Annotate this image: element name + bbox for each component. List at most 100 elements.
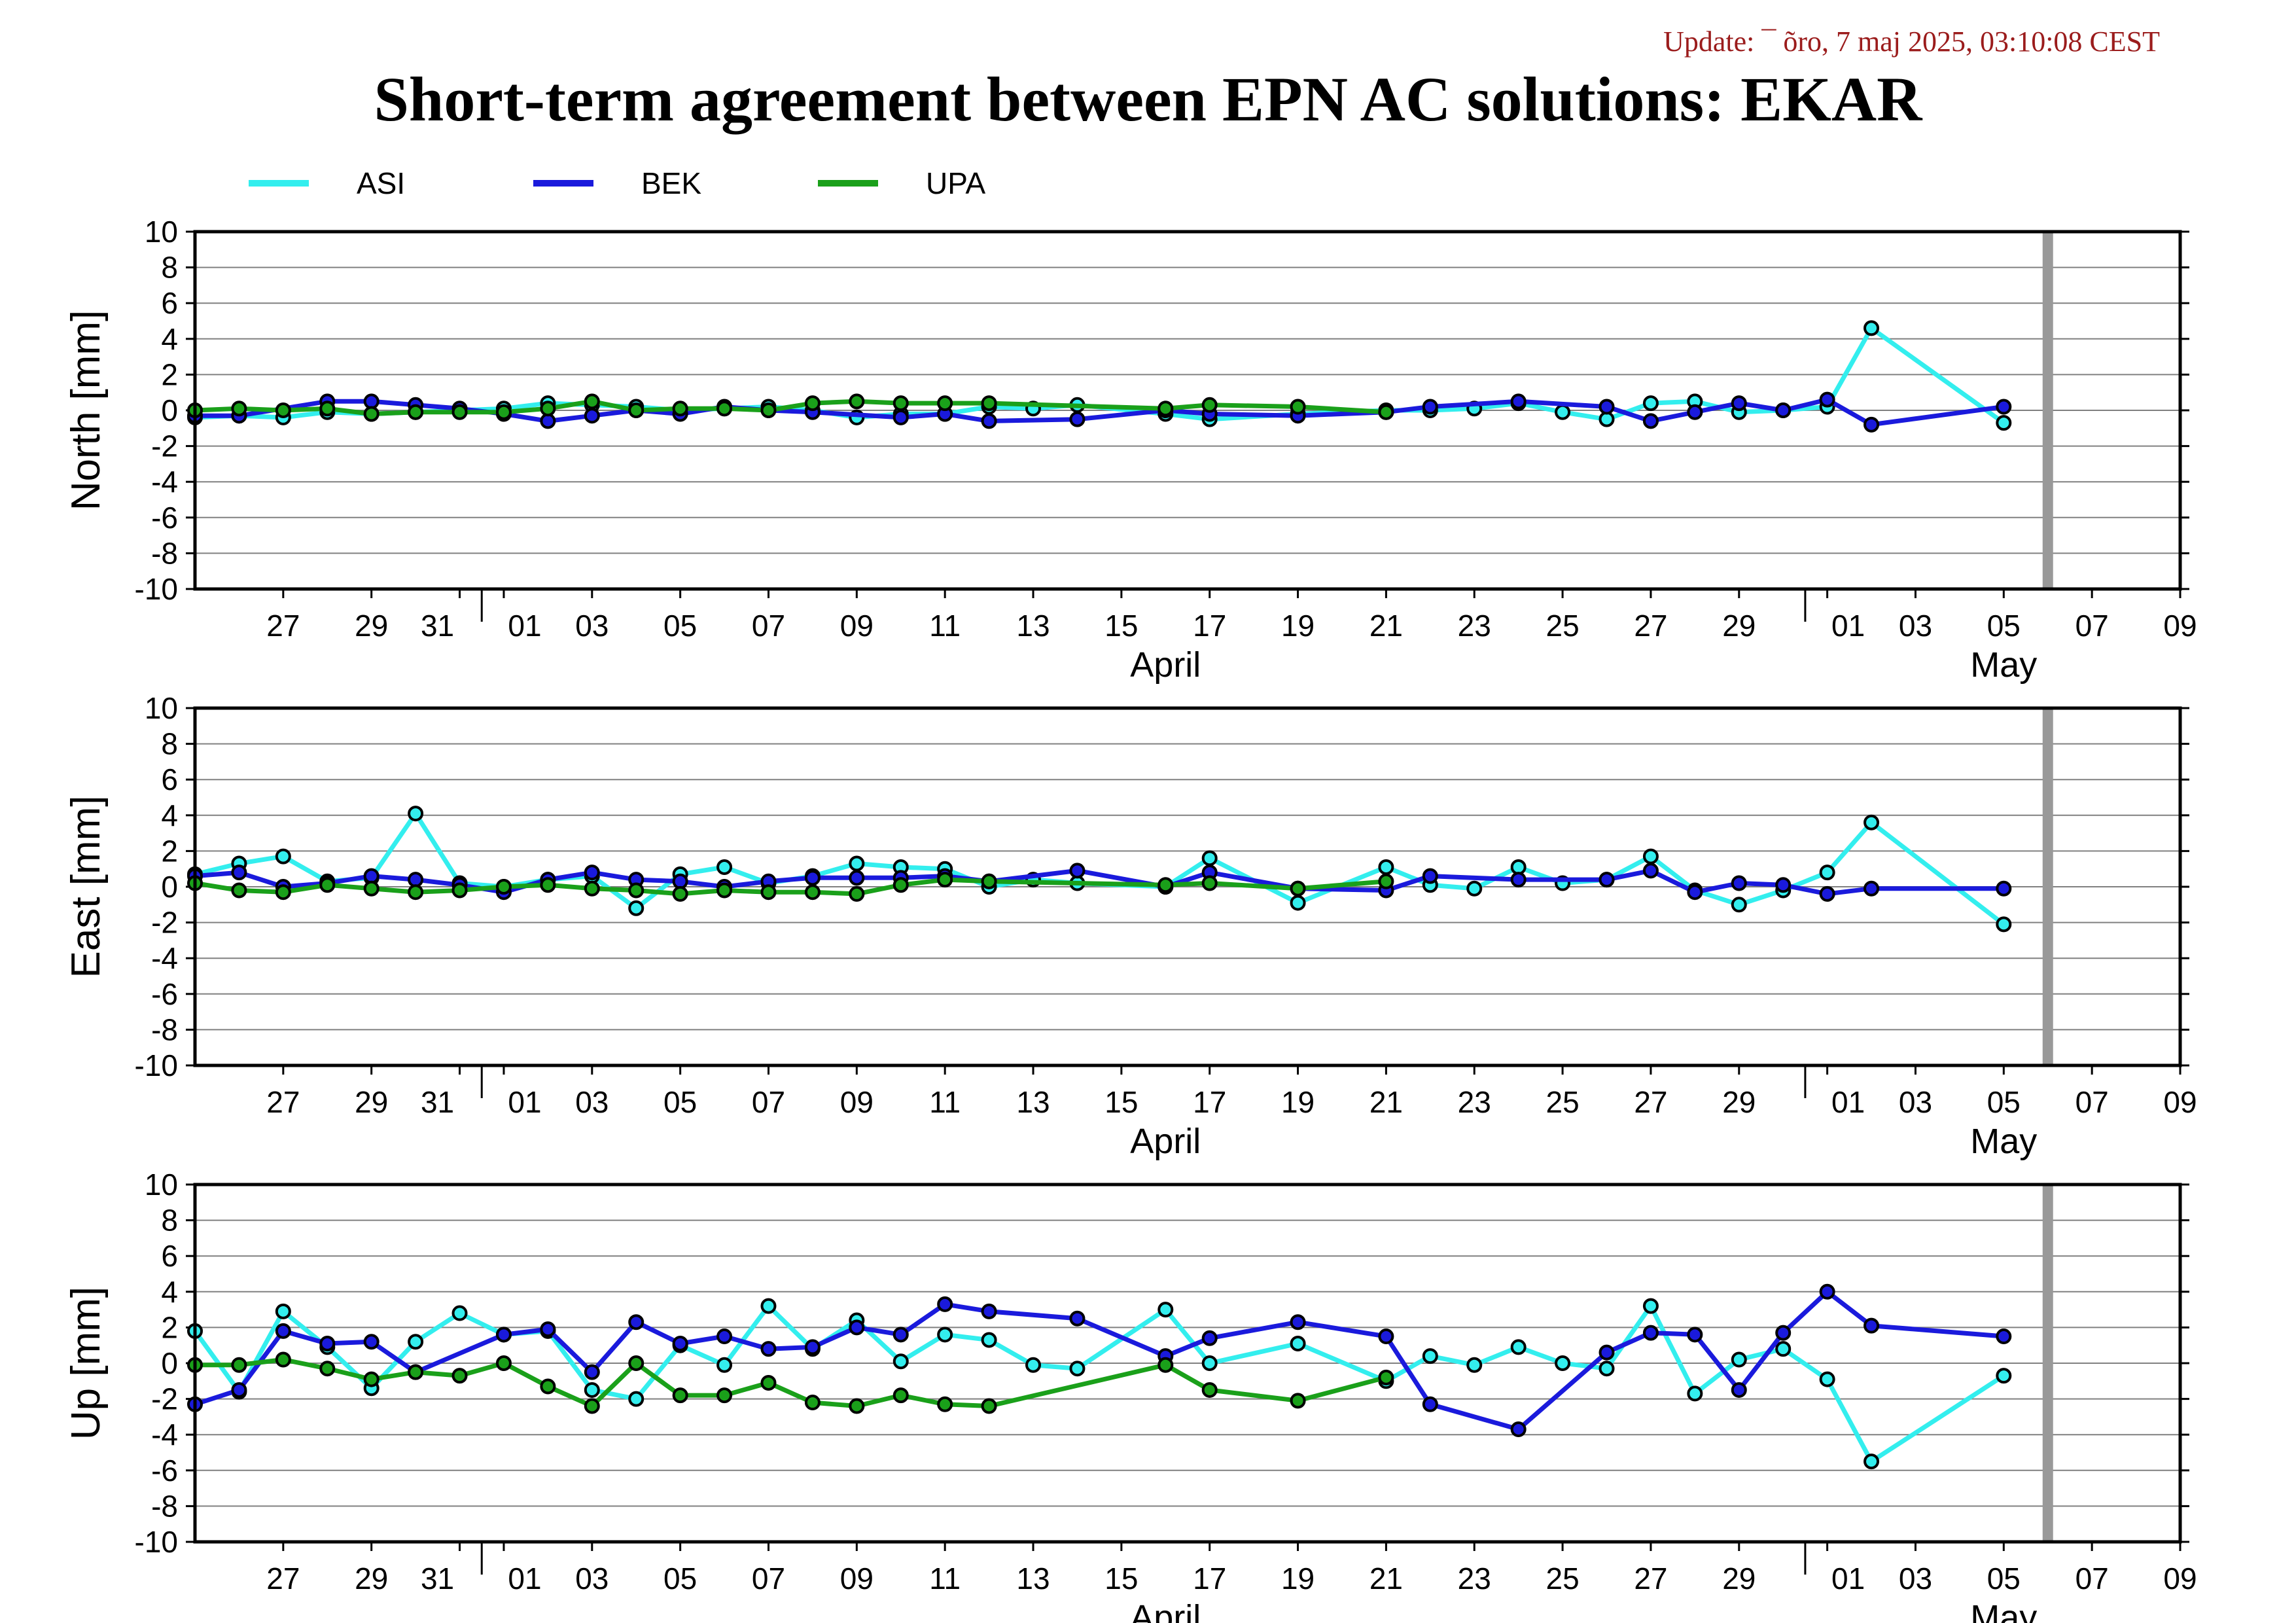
y-tick-label: 8: [161, 727, 178, 761]
data-point: [451, 1368, 468, 1384]
data-point: [892, 409, 909, 425]
y-tick-label: -6: [151, 977, 178, 1011]
data-point: [716, 882, 733, 899]
x-tick-label: 21: [1369, 1561, 1403, 1596]
data-point: [1819, 865, 1835, 881]
data-point: [1378, 859, 1394, 875]
data-point: [1863, 1454, 1880, 1470]
x-tick-label: 23: [1458, 1085, 1491, 1119]
data-point: [1378, 404, 1394, 420]
data-point: [1598, 1344, 1615, 1361]
month-label-may: May: [1970, 645, 2037, 685]
x-tick-label: 05: [1987, 1085, 2021, 1119]
data-point: [981, 1398, 997, 1414]
x-tick-label: 27: [1634, 1561, 1667, 1596]
data-point: [1510, 1421, 1527, 1438]
y-tick-label: 10: [145, 215, 178, 249]
data-point: [1642, 413, 1659, 429]
data-point: [1642, 1298, 1659, 1314]
data-point: [584, 408, 600, 424]
x-tick-label: 09: [840, 1085, 874, 1119]
x-tick-label: 01: [1831, 1561, 1865, 1596]
x-tick-label: 15: [1104, 1561, 1138, 1596]
legend-item-bek: BEK: [533, 166, 701, 200]
data-point: [363, 880, 380, 897]
data-point: [1069, 411, 1086, 427]
data-point: [1996, 1329, 2012, 1345]
x-tick-label: 03: [1899, 1561, 1932, 1596]
data-point: [363, 1371, 380, 1387]
data-point: [849, 855, 865, 872]
x-tick-label: 17: [1193, 1085, 1226, 1119]
data-point: [849, 1319, 865, 1336]
data-point: [275, 1303, 291, 1319]
y-tick-label: -6: [151, 1454, 178, 1488]
x-tick-label: 29: [355, 1085, 388, 1119]
data-point: [495, 404, 512, 420]
x-tick-label: 23: [1458, 1561, 1491, 1596]
legend-item-upa: UPA: [818, 166, 985, 200]
x-tick-label: 31: [421, 609, 454, 643]
data-point: [584, 865, 600, 881]
x-tick-label: 01: [1831, 1085, 1865, 1119]
data-point: [1775, 1325, 1792, 1341]
data-point: [804, 870, 821, 886]
y-tick-label: -8: [151, 1489, 178, 1523]
data-point: [319, 1335, 336, 1351]
x-tick-label: 07: [752, 1561, 785, 1596]
y-tick-label: 4: [161, 1275, 178, 1309]
data-point: [319, 401, 336, 417]
y-tick-label: 2: [161, 834, 178, 868]
data-point: [495, 1327, 512, 1343]
data-point: [1687, 884, 1703, 901]
data-point: [1642, 863, 1659, 879]
x-tick-label: 07: [2075, 1561, 2109, 1596]
data-point: [1996, 916, 2012, 933]
data-point: [584, 393, 600, 410]
data-point: [937, 1296, 953, 1312]
data-point: [1201, 397, 1218, 413]
legend-label-upa: UPA: [926, 166, 985, 200]
y-tick-label: 6: [161, 286, 178, 320]
data-point: [892, 1327, 909, 1343]
y-tick-label: -6: [151, 501, 178, 535]
data-point: [1157, 1302, 1174, 1318]
y-tick-label: -2: [151, 906, 178, 940]
data-point: [363, 406, 380, 422]
y-tick-label: -10: [135, 1525, 178, 1559]
data-point: [451, 404, 468, 420]
x-tick-label: 13: [1016, 609, 1050, 643]
plot-frame: [193, 230, 2182, 591]
data-point: [672, 401, 688, 417]
data-point: [1422, 399, 1438, 415]
x-tick-label: 07: [2075, 1085, 2109, 1119]
data-point: [628, 900, 645, 916]
x-tick-label: 07: [752, 1085, 785, 1119]
data-point: [981, 395, 997, 412]
x-tick-label: 19: [1281, 609, 1315, 643]
legend-label-asi: ASI: [357, 166, 405, 200]
data-point: [981, 1303, 997, 1319]
data-point: [716, 1387, 733, 1404]
data-point: [231, 401, 247, 417]
data-point: [716, 1357, 733, 1373]
y-tick-label: -2: [151, 429, 178, 463]
data-point: [760, 1341, 777, 1357]
x-tick-label: 31: [421, 1085, 454, 1119]
x-tick-label: 09: [840, 1561, 874, 1596]
data-point: [1996, 880, 2012, 897]
data-point: [1157, 877, 1174, 893]
data-point: [1510, 872, 1527, 888]
data-point: [892, 395, 909, 412]
data-point: [849, 870, 865, 886]
current-day-bar: [2042, 233, 2053, 588]
data-point: [1819, 391, 1835, 408]
data-point: [1731, 897, 1747, 913]
y-tick-label: -4: [151, 1418, 178, 1452]
x-tick-label: 11: [929, 1561, 961, 1596]
current-day-bar: [2042, 1186, 2053, 1541]
data-point: [584, 1398, 600, 1414]
